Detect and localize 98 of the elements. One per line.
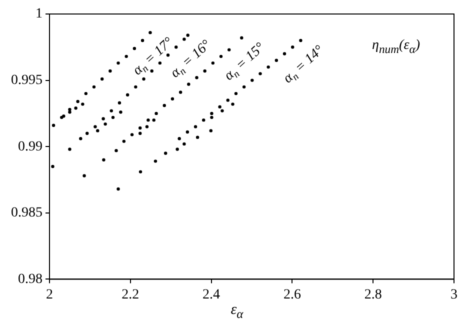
point xyxy=(186,34,190,37)
point xyxy=(234,92,238,96)
point xyxy=(202,118,206,122)
point xyxy=(96,129,100,132)
y-tick-label: 1 xyxy=(36,6,42,22)
point xyxy=(68,110,72,114)
point xyxy=(242,85,246,89)
point xyxy=(210,116,214,120)
point xyxy=(119,110,122,114)
point xyxy=(291,46,294,49)
x-tick-label: 2.8 xyxy=(364,287,382,302)
point xyxy=(178,137,181,140)
x-tick-label: 3 xyxy=(450,287,458,302)
point xyxy=(176,148,179,151)
point xyxy=(79,137,82,140)
y-tick-label: 0.98 xyxy=(18,272,42,287)
point xyxy=(226,98,230,102)
point xyxy=(187,82,190,86)
point xyxy=(122,140,126,143)
annotation: αn = 14° xyxy=(280,42,328,86)
point xyxy=(182,142,186,146)
point xyxy=(82,174,86,178)
point xyxy=(282,52,286,56)
y-tick-label: 0.99 xyxy=(18,139,42,154)
point xyxy=(219,54,223,58)
point xyxy=(250,78,254,82)
point xyxy=(299,38,302,42)
point xyxy=(104,122,107,126)
point xyxy=(231,102,234,106)
point xyxy=(164,152,168,155)
point xyxy=(74,106,78,110)
point xyxy=(240,36,244,40)
point xyxy=(158,61,162,65)
point xyxy=(142,77,146,81)
point xyxy=(132,46,136,50)
annotation: η$_{num}$(ε$_{α}$) xyxy=(372,38,420,56)
y-tick-label: 0.985 xyxy=(11,206,42,221)
point xyxy=(152,118,156,122)
x-axis-title: ε$_{α}$ xyxy=(230,302,244,322)
point xyxy=(148,30,152,34)
point xyxy=(170,97,174,100)
point xyxy=(138,132,142,135)
y-tick-label: 0.995 xyxy=(11,72,42,88)
point xyxy=(220,109,224,112)
point xyxy=(154,112,158,116)
point xyxy=(154,160,158,163)
point xyxy=(194,125,198,128)
point xyxy=(114,148,118,152)
point xyxy=(138,126,142,130)
point xyxy=(266,65,270,69)
point xyxy=(76,100,80,104)
point xyxy=(116,61,120,65)
point xyxy=(209,129,212,132)
point xyxy=(274,58,278,62)
point xyxy=(195,76,198,80)
point xyxy=(102,158,106,162)
point xyxy=(68,148,72,151)
point xyxy=(258,72,262,76)
x-tick-label: 2.6 xyxy=(283,287,301,302)
point xyxy=(134,85,138,89)
point xyxy=(196,136,200,139)
point xyxy=(228,48,231,52)
point xyxy=(111,116,115,120)
point xyxy=(86,132,89,135)
point xyxy=(218,105,222,108)
point xyxy=(162,104,166,108)
point xyxy=(126,93,130,96)
point xyxy=(150,69,154,73)
point xyxy=(211,61,215,65)
point xyxy=(102,117,105,120)
x-tick-label: 2 xyxy=(46,287,53,302)
point xyxy=(110,109,113,112)
annotation: αn = 15° xyxy=(222,40,268,84)
point xyxy=(84,92,88,96)
point xyxy=(203,69,206,73)
point xyxy=(118,101,122,104)
point xyxy=(68,108,72,112)
point xyxy=(138,170,142,174)
point xyxy=(130,133,134,136)
point xyxy=(81,102,84,106)
x-tick-label: 2.4 xyxy=(202,287,220,302)
point xyxy=(140,38,144,42)
point xyxy=(186,130,190,134)
point xyxy=(100,77,104,81)
point xyxy=(146,118,150,122)
x-tick-label: 2.2 xyxy=(122,287,140,302)
point xyxy=(182,38,186,41)
point xyxy=(174,46,178,49)
point xyxy=(145,125,149,128)
point xyxy=(124,54,128,58)
point xyxy=(108,69,112,73)
point xyxy=(94,125,97,128)
point xyxy=(116,187,120,191)
point xyxy=(92,85,96,89)
point xyxy=(51,164,54,168)
point xyxy=(210,112,214,116)
point xyxy=(52,124,56,127)
point xyxy=(178,90,182,94)
